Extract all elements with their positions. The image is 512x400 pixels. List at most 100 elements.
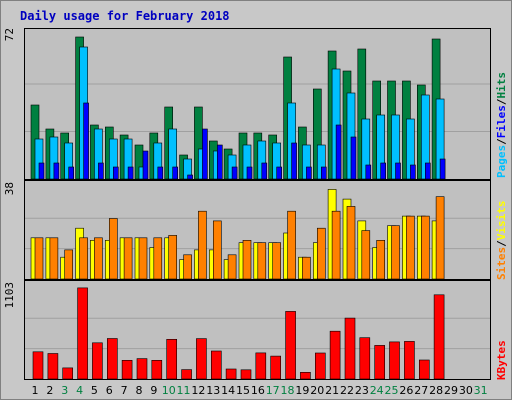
x-tick-label-10: 10: [161, 384, 176, 397]
pages-bar-day-26: [410, 164, 416, 179]
x-tick-label-28: 28: [429, 384, 444, 397]
x-tick-label-14: 14: [221, 384, 236, 397]
kbytes-bar-day-22: [344, 317, 356, 379]
pages-bar-day-7: [127, 166, 134, 179]
files-bar-day-24: [376, 114, 386, 179]
kbytes-bar-day-16: [255, 352, 267, 379]
x-tick-label-13: 13: [206, 384, 221, 397]
kbytes-bar-day-15: [240, 369, 252, 379]
pages-bar-day-25: [395, 162, 401, 179]
sites-bar-day-18: [287, 210, 296, 279]
hits-bar-day-20: [312, 88, 322, 179]
sites-bar-day-8: [138, 237, 148, 279]
x-tick-label-3: 3: [61, 384, 69, 397]
sites-bar-day-9: [153, 237, 163, 279]
x-tick-label-22: 22: [339, 384, 354, 397]
legend-pages: Pages: [495, 144, 508, 178]
kbytes-bar-day-28: [433, 294, 445, 379]
kbytes-bar-day-8: [136, 358, 148, 379]
pages-bar-day-9: [157, 166, 164, 179]
x-tick-label-20: 20: [310, 384, 325, 397]
pages-bar-day-20: [320, 166, 327, 179]
pages-bar-day-19: [306, 166, 312, 179]
x-tick-label-5: 5: [90, 384, 98, 397]
files-bar-day-20: [316, 144, 326, 179]
sites-bar-day-7: [123, 237, 133, 279]
sites-bar-day-2: [49, 237, 59, 279]
kbytes-bar-day-7: [121, 360, 133, 379]
x-tick-label-8: 8: [135, 384, 143, 397]
pages-bar-day-18: [291, 142, 297, 179]
legend-kbytes: KBytes: [495, 340, 508, 380]
x-tick-label-7: 7: [120, 384, 128, 397]
pages-bar-day-15: [246, 166, 253, 179]
sites-bar-day-22: [346, 206, 356, 279]
x-tick-label-19: 19: [295, 384, 310, 397]
sites-bar-day-25: [391, 225, 400, 279]
pages-bar-day-4: [83, 102, 89, 179]
pages-bar-day-16: [261, 162, 268, 179]
pages-bar-day-10: [172, 166, 178, 179]
kbytes-bar-day-18: [285, 311, 296, 379]
x-tick-label-29: 29: [443, 384, 458, 397]
kbytes-bar-day-14: [225, 368, 237, 379]
files-bar-day-19: [302, 144, 311, 179]
sites-ymax-label: 38: [3, 182, 16, 196]
x-tick-label-31: 31: [473, 384, 488, 397]
files-bar-day-27: [420, 94, 430, 179]
legend-sites: Sites: [495, 246, 508, 280]
sites-bar-day-3: [64, 249, 74, 279]
x-tick-label-24: 24: [369, 384, 384, 397]
pages-bar-day-14: [231, 166, 238, 179]
visits-sites-panel: [24, 180, 491, 280]
kbytes-bar-day-25: [389, 341, 400, 379]
kbytes-bar-day-20: [314, 352, 326, 379]
kbytes-bar-day-1: [32, 351, 44, 379]
files-bar-day-22: [346, 92, 356, 179]
kbytes-chart: [25, 287, 490, 379]
sites-bar-day-4: [79, 237, 88, 279]
x-tick-label-21: 21: [325, 384, 340, 397]
x-tick-label-18: 18: [280, 384, 295, 397]
kbytes-ymax-label: 1103: [3, 282, 16, 309]
x-tick-label-6: 6: [105, 384, 113, 397]
sites-bar-day-16: [257, 242, 267, 279]
pages-bar-day-2: [53, 162, 60, 179]
files-bar-day-18: [287, 102, 296, 179]
sites-bar-day-24: [376, 239, 386, 279]
files-bar-day-7: [123, 138, 133, 179]
legend-visits: Visits: [495, 200, 508, 241]
files-bar-day-16: [257, 140, 267, 179]
x-tick-label-23: 23: [354, 384, 369, 397]
sites-legend: Sites/Visits: [495, 200, 508, 281]
pages-bar-day-27: [424, 162, 431, 179]
files-bar-day-25: [391, 114, 400, 179]
hits-bar-day-23: [357, 48, 367, 179]
files-bar-day-5: [94, 128, 103, 179]
sites-bar-day-6: [109, 218, 118, 279]
chart-title: Daily usage for February 2018: [20, 9, 230, 23]
kbytes-bar-day-10: [166, 338, 177, 379]
x-tick-label-9: 9: [150, 384, 158, 397]
files-bar-day-28: [435, 98, 445, 179]
kbytes-bar-day-9: [151, 360, 163, 379]
pages-bar-day-24: [380, 162, 387, 179]
kbytes-bar-day-17: [270, 355, 281, 379]
pages-bar-day-11: [187, 174, 193, 179]
files-bar-day-23: [361, 118, 371, 179]
pages-bar-day-21: [335, 124, 342, 179]
x-tick-label-16: 16: [250, 384, 265, 397]
x-tick-label-1: 1: [31, 384, 39, 397]
hits-legend: Pages/Files/Hits: [495, 72, 508, 178]
x-tick-label-4: 4: [76, 384, 84, 397]
sites-bar-day-13: [213, 220, 222, 279]
files-bar-day-21: [331, 68, 341, 179]
sites-bar-day-28: [435, 196, 445, 279]
sites-bar-day-21: [331, 210, 341, 279]
legend-files: Files: [495, 105, 508, 139]
x-tick-label-17: 17: [265, 384, 280, 397]
pages-bar-day-5: [98, 162, 104, 179]
x-tick-label-15: 15: [235, 384, 250, 397]
hits-files-pages-panel: [24, 28, 491, 180]
